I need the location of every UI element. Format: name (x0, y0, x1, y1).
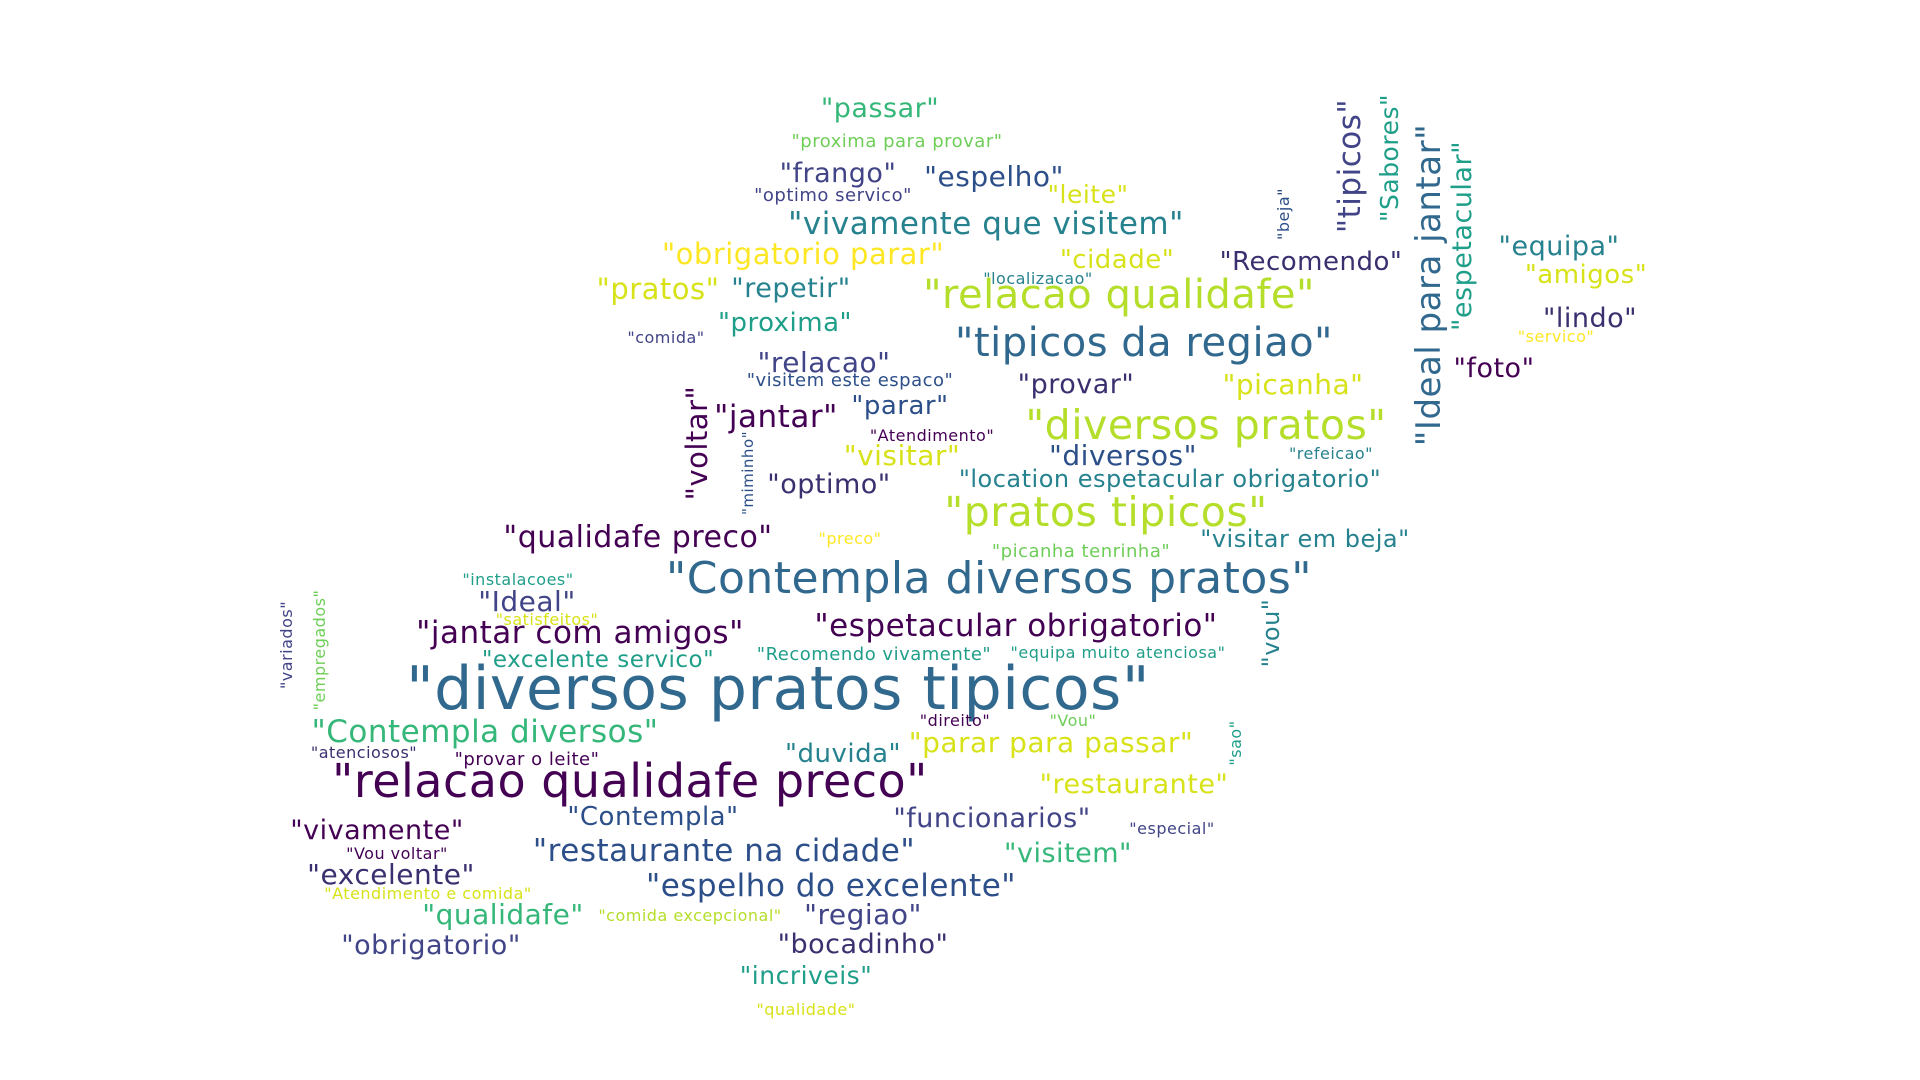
word-qualidafe-preco: "qualidafe preco" (503, 520, 772, 555)
word-jantar: "jantar" (714, 399, 838, 435)
word-diversos-pratos: "diversos pratos" (1025, 401, 1386, 449)
word-optimo-servico: "optimo servico" (754, 185, 912, 206)
word-proxima-para-provar: "proxima para provar" (791, 131, 1002, 152)
word-obrigatorio: "obrigatorio" (341, 930, 521, 961)
word-equipa: "equipa" (1499, 231, 1620, 262)
word-vou-cap: "Vou" (1050, 711, 1097, 730)
word-relacao-qualidafe-preco: "relacao qualidafe preco" (332, 754, 928, 808)
word-vou: "vou" (1257, 599, 1285, 668)
word-atendimento-e-comida: "Atendimento e comida" (324, 884, 531, 903)
word-qualidafe: "qualidafe" (422, 898, 584, 931)
word-parar: "parar" (851, 391, 948, 421)
word-espetacular-obrigatorio: "espetacular obrigatorio" (814, 608, 1217, 644)
word-excelente-servico: "excelente servico" (482, 647, 714, 673)
word-espelho: "espelho" (924, 160, 1064, 193)
word-satisfeitos: "satisfeitos" (496, 610, 599, 629)
word-contempla: "Contempla" (567, 802, 738, 832)
word-ideal-para-jantar: "Ideal para jantar" (1409, 124, 1449, 446)
word-pratos-tipicos: "pratos tipicos" (944, 488, 1267, 536)
word-duvida: "duvida" (785, 739, 901, 769)
word-relacao-qualidafe: "relacao qualidafe" (923, 272, 1315, 318)
word-recomendo: "Recomendo" (1220, 247, 1403, 277)
word-bocadinho: "bocadinho" (778, 929, 949, 960)
word-empregados: "empregados" (310, 590, 329, 711)
word-sabores: "Sabores" (1375, 94, 1404, 222)
word-relacao: "relacao" (757, 346, 890, 379)
word-excelente: "excelente" (307, 858, 475, 891)
word-especial: "especial" (1129, 819, 1214, 838)
word-frango: "frango" (780, 158, 897, 189)
word-comida: "comida" (627, 328, 704, 347)
word-funcionarios: "funcionarios" (893, 803, 1090, 834)
word-tipicos-da-regiao: "tipicos da regiao" (955, 320, 1333, 366)
word-visitar-em-beja: "visitar em beja" (1200, 525, 1409, 553)
word-espetacular: "espetacular" (1447, 141, 1478, 331)
word-beja: "beja" (1274, 188, 1293, 240)
word-jantar-com-amigos: "jantar com amigos" (416, 615, 744, 651)
word-voltar: "voltar" (680, 386, 714, 501)
word-obrigatorio-parar: "obrigatorio parar" (662, 237, 944, 271)
word-pratos: "pratos" (596, 272, 719, 306)
word-restaurante: "restaurante" (1040, 769, 1229, 800)
word-optimo: "optimo" (767, 469, 890, 500)
word-regiao: "regiao" (804, 898, 922, 931)
word-vivamente-que-visitem: "vivamente que visitem" (788, 206, 1184, 242)
word-incriveis: "incriveis" (740, 961, 872, 990)
word-provar: "provar" (1018, 369, 1135, 400)
word-recomendo-vivamente: "Recomendo vivamente" (757, 644, 991, 665)
word-proxima: "proxima" (718, 308, 852, 338)
word-contempla-diversos: "Contempla diversos" (311, 714, 658, 750)
word-servico: "servico" (1518, 327, 1594, 346)
word-equipa-muito-atenciosa: "equipa muito atenciosa" (1011, 643, 1226, 662)
word-preco: "preco" (818, 529, 881, 548)
word-vou-voltar: "Vou voltar" (346, 844, 448, 863)
word-miminho: "miminho" (739, 431, 757, 515)
word-lindo: "lindo" (1543, 303, 1637, 334)
word-sao: "sao" (1226, 720, 1245, 765)
word-instalacoes: "instalacoes" (462, 570, 573, 589)
word-direito: "direito" (920, 711, 990, 730)
word-diversos: "diversos" (1049, 439, 1197, 472)
word-vivamente: "vivamente" (290, 815, 464, 846)
word-restaurante-na-cidade: "restaurante na cidade" (533, 833, 915, 869)
word-atenciosos: "atenciosos" (311, 743, 417, 762)
word-contempla-diversos-pratos: "Contempla diversos pratos" (666, 553, 1312, 604)
word-picanha: "picanha" (1222, 368, 1363, 401)
word-picanha-tenrinha: "picanha tenrinha" (992, 541, 1170, 562)
word-visitem: "visitem" (1004, 838, 1132, 869)
word-tipicos: "tipicos" (1332, 99, 1368, 233)
word-cidade: "cidade" (1060, 245, 1174, 275)
word-refeicao: "refeicao" (1289, 444, 1373, 463)
word-qualidade: "qualidade" (756, 1000, 855, 1019)
word-parar-para-passar: "parar para passar" (909, 726, 1194, 759)
word-comida-excepcional: "comida excepcional" (598, 906, 781, 925)
word-visitar: "visitar" (844, 439, 961, 472)
word-ideal: "Ideal" (478, 585, 575, 618)
word-foto: "foto" (1454, 353, 1535, 384)
word-variados: "variados" (277, 601, 296, 689)
word-visitem-este-espaco: "visitem este espaco" (747, 370, 954, 391)
word-atendimento: "Atendimento" (870, 426, 994, 445)
word-provar-o-leite: "provar o leite" (455, 749, 600, 770)
word-localizacao: "localizacao" (983, 269, 1093, 288)
word-amigos: "amigos" (1525, 260, 1647, 290)
word-passar: "passar" (821, 93, 939, 124)
word-location-espetacular-obrigatorio: "location espetacular obrigatorio" (959, 465, 1381, 493)
word-leite: "leite" (1048, 180, 1129, 209)
word-diversos-pratos-tipicos: "diversos pratos tipicos" (406, 654, 1150, 724)
word-repetir: "repetir" (731, 273, 850, 304)
word-espelho-do-excelente: "espelho do excelente" (646, 868, 1016, 904)
